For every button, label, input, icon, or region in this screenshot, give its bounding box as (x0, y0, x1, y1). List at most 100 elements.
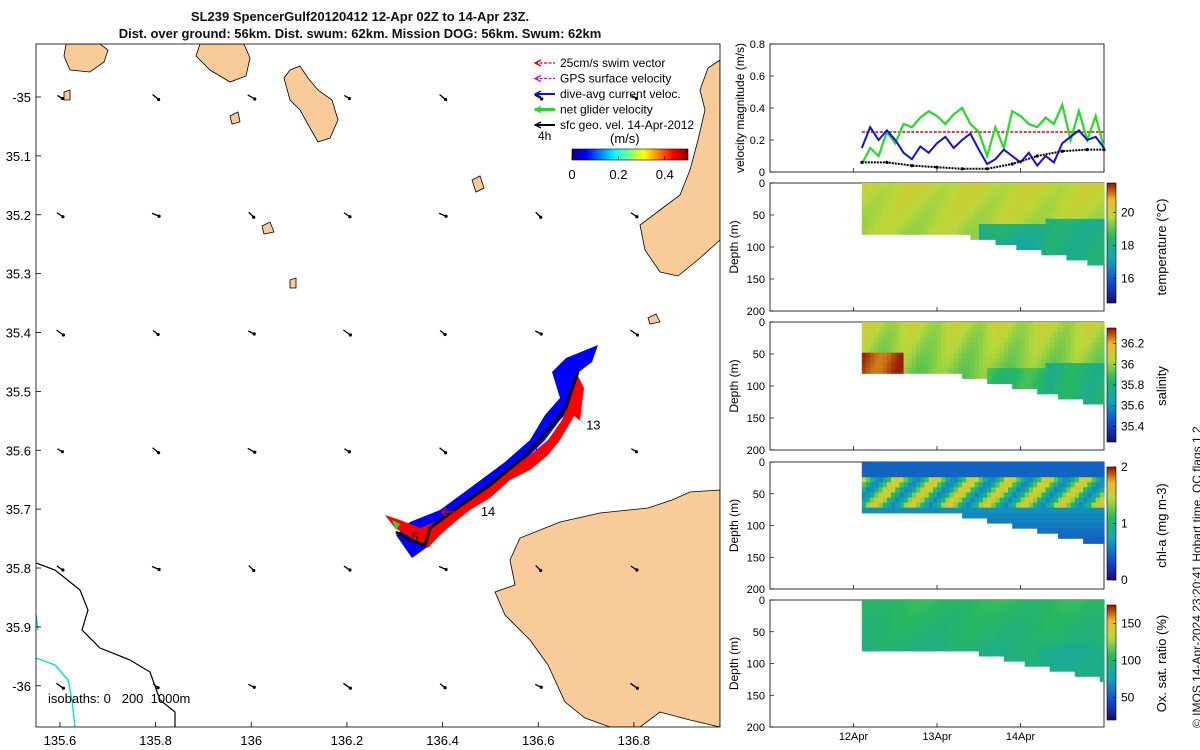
section-cell (1074, 497, 1080, 504)
section-cell (949, 224, 955, 230)
section-cell (937, 183, 942, 189)
geo-vector-head (634, 96, 639, 101)
section-cell (1053, 512, 1059, 519)
section-cell (991, 193, 997, 199)
section-cell (1062, 462, 1068, 468)
map-y-tick-label: -36 (12, 679, 31, 694)
section-cell (866, 620, 871, 626)
section-cell (1087, 188, 1093, 194)
section-cell (1095, 512, 1101, 519)
section-cell (1008, 615, 1013, 621)
section-cell (924, 188, 930, 194)
section-cell (1095, 249, 1101, 256)
section-colorbar (1106, 182, 1117, 304)
section-cell (1070, 373, 1076, 379)
section-cell (1016, 492, 1022, 499)
section-cell (945, 208, 951, 215)
section-cell (899, 198, 905, 205)
section-cell (866, 635, 871, 642)
section-cell (1016, 342, 1022, 349)
section-colorbar-tick-label: 16 (1121, 271, 1135, 285)
section-cell (982, 462, 988, 468)
section-cell (978, 357, 984, 364)
section-cell (1074, 188, 1080, 194)
section-cell (903, 218, 909, 225)
section-cell (1024, 512, 1030, 519)
section-cell (945, 615, 951, 621)
section-cell (949, 347, 955, 354)
section-y-tick-label: 200 (747, 445, 765, 457)
section-cell (916, 462, 921, 468)
section-cell (1049, 213, 1055, 220)
section-cell (886, 357, 892, 364)
section-cell (928, 332, 934, 338)
section-cell (1074, 517, 1080, 524)
section-cell (1049, 620, 1055, 626)
section-cell (866, 322, 871, 328)
section-cell (1033, 507, 1038, 514)
section-cell (957, 615, 963, 621)
section-cell (991, 363, 997, 369)
section-cell (970, 218, 976, 225)
section-cell (1020, 337, 1026, 344)
section-cell (899, 625, 905, 632)
section-cell (991, 492, 997, 499)
section-cell (895, 487, 901, 494)
section-cell (903, 224, 909, 230)
section-cell (1041, 327, 1047, 333)
section-cell (949, 342, 955, 349)
section-cell (1058, 188, 1063, 194)
section-cell (1091, 671, 1097, 677)
section-cell (995, 357, 1001, 364)
section-cell (1095, 203, 1101, 210)
section-cell (1049, 610, 1055, 616)
section-cell (970, 635, 976, 642)
section-cell (928, 462, 934, 468)
section-cell (1099, 538, 1105, 544)
section-cell (928, 620, 934, 626)
section-cell (1049, 347, 1055, 354)
section-cell (1070, 393, 1076, 400)
velocity-series-line (860, 125, 1105, 168)
section-cell (1024, 517, 1030, 524)
section-cell (1074, 183, 1080, 189)
section-cell (903, 610, 909, 616)
section-cell (953, 229, 959, 235)
legend-item-label: GPS surface velocity (560, 72, 671, 86)
section-cell (945, 625, 951, 632)
section-cell (1037, 472, 1042, 478)
section-cell (1087, 467, 1093, 473)
section-cell (1037, 467, 1042, 473)
section-cell (974, 615, 980, 621)
section-cell (1058, 605, 1063, 611)
section-cell (1016, 368, 1022, 374)
section-cell (1083, 322, 1088, 328)
section-cell (1087, 368, 1093, 374)
section-cell (970, 208, 976, 215)
section-cell (1079, 183, 1084, 189)
section-cell (1020, 492, 1026, 499)
section-y-tick-label: 150 (747, 413, 765, 425)
geo-vector-head (156, 686, 160, 690)
section-cell (1003, 203, 1009, 210)
section-cell (1074, 373, 1080, 379)
section-cell (1095, 523, 1101, 529)
colorbar-unit-label: (m/s) (610, 131, 640, 146)
section-cell (999, 347, 1005, 354)
section-cell (1016, 605, 1022, 611)
section-cell (861, 224, 867, 230)
map-colorbar (571, 148, 689, 161)
section-cell (1083, 620, 1088, 626)
section-cell (1066, 517, 1072, 524)
section-cell (886, 487, 892, 494)
section-cell (1062, 615, 1068, 621)
section-cell (962, 482, 967, 488)
section-cell (1020, 198, 1026, 205)
section-cell (874, 507, 880, 514)
section-cell (1091, 533, 1097, 539)
legend-arrowhead (533, 74, 542, 83)
section-cell (945, 224, 951, 230)
section-cell (1012, 620, 1017, 626)
section-cell (962, 477, 967, 483)
